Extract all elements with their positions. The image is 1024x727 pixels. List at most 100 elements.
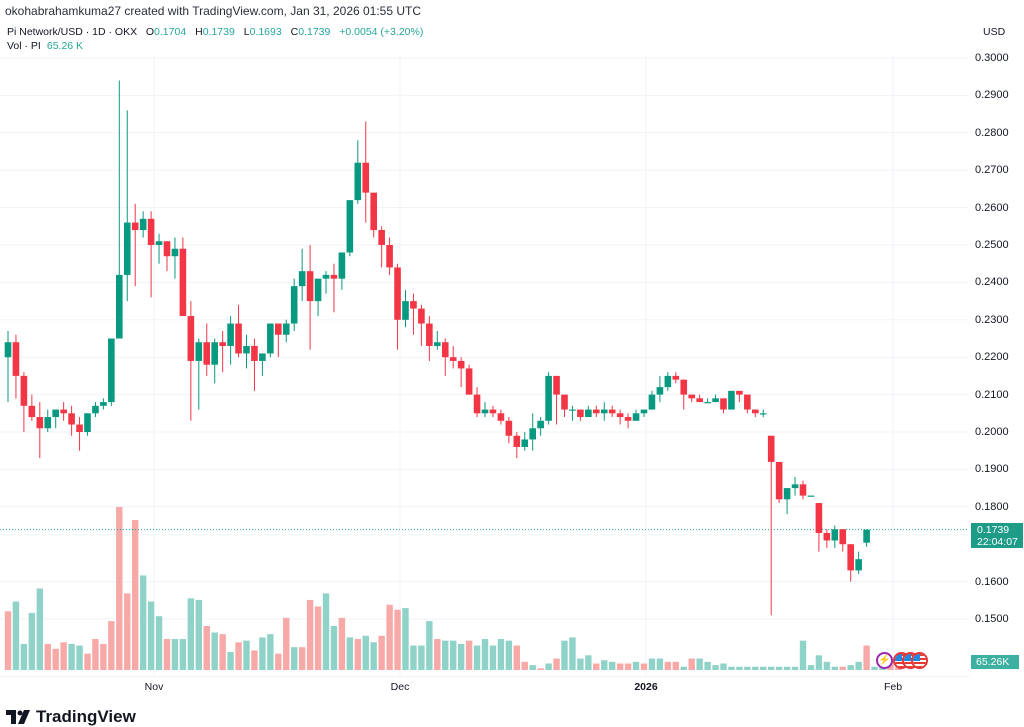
volume-bar [505,640,513,670]
candle-body [394,267,401,320]
volume-bar [775,666,783,670]
low-value: 0.1693 [249,26,282,38]
tradingview-logo[interactable]: TradingView [6,707,136,727]
change-value: +0.0054 (+3.20%) [339,26,424,38]
candle-body [680,379,688,395]
volume-bar [44,643,51,670]
volume-bar [831,666,838,670]
volume-bar [807,665,815,670]
candle-body [20,375,28,406]
candle-body [290,286,298,324]
volume-bar [195,599,202,670]
volume-legend: Vol · PI 65.26 K [7,40,83,52]
volume-bar [76,645,83,670]
candle-body [489,409,497,414]
time-axis[interactable]: Nov Dec 2026 Feb [0,676,970,695]
volume-bar [847,665,854,670]
open-label: O [145,26,155,38]
candle-body [855,559,862,571]
volume-bar [4,611,12,670]
candle-body [744,394,751,410]
currency-label: USD [983,26,1006,38]
candle-body [672,375,680,380]
candle-body [370,192,377,231]
volume-bar [36,588,43,670]
volume-bar [410,645,417,670]
time-tick-label: Feb [883,681,903,693]
volume-bar [147,601,155,670]
chart-attribution: okohabrahamkuma27 created with TradingVi… [5,4,422,18]
volume-bar [450,640,457,670]
price-tick-label: 0.2100 [975,388,1009,401]
symbol-title[interactable]: Pi Network/USD · 1D · OKX [7,26,138,38]
candle-body [736,390,743,395]
candle-body [624,417,632,421]
candle-body [36,417,44,429]
candle-body [68,413,75,425]
candle-body [131,222,139,231]
candle-body [28,405,36,418]
symbol-legend: Pi Network/USD · 1D · OKX O0.1704 H0.173… [7,24,423,40]
candle-body [378,230,385,245]
price-tick-label: 0.2700 [975,164,1009,177]
volume-bar [728,666,735,670]
candle-body [267,323,274,354]
us-flag-event-icon[interactable] [911,652,928,669]
volume-bar [791,666,799,670]
volume-bar [235,642,242,670]
candle-body [354,162,362,201]
candle-body [76,424,83,432]
candle-body [497,413,505,421]
candle-body [473,394,481,414]
volume-bar [402,608,409,670]
time-tick-label: Nov [144,681,164,693]
volume-bar [139,575,147,670]
candle-body [465,368,473,395]
volume-bar [163,639,171,670]
candle-body [44,417,52,429]
volume-bar [219,634,226,670]
candle-body [783,488,791,500]
candle-body [306,271,314,302]
volume-bar [768,666,775,670]
volume-bar [561,640,568,670]
candle-body [426,323,433,346]
price-tick-label: 0.2900 [975,89,1009,102]
volume-bar [704,661,711,670]
volume-bar [744,666,751,670]
volume-bar [497,639,505,670]
price-tick-label: 0.1500 [975,613,1009,625]
candle-body [696,398,703,403]
volume-bar [251,650,258,670]
volume-bar [537,668,544,670]
volume-bar [656,658,664,670]
candle-body [410,301,417,309]
volume-bar [457,643,465,670]
candle-body [275,323,282,335]
candle-body [553,375,560,395]
volume-bar [386,604,393,670]
candle-body [4,342,12,358]
volume-bar [442,640,449,670]
candle-body [807,495,815,497]
candle-body [585,409,592,418]
candle-body [839,529,847,545]
volume-bar [624,663,632,670]
candle-body [219,342,226,346]
price-tick-label: 0.2300 [975,313,1009,326]
volume-bar [322,593,330,670]
volume-bar [124,593,131,670]
event-bolt-icon[interactable]: ⚡ [876,652,893,669]
volume-label[interactable]: Vol · PI [7,40,41,52]
candle-body [418,308,425,324]
volume-bar [354,639,361,670]
candle-body [100,402,107,406]
candle-body [847,544,854,571]
candle-body [791,484,799,489]
volume-bar [593,663,600,670]
volume-bar [132,520,139,670]
candle-body [537,420,544,429]
candle-body [752,409,759,414]
volume-bar [100,643,107,670]
